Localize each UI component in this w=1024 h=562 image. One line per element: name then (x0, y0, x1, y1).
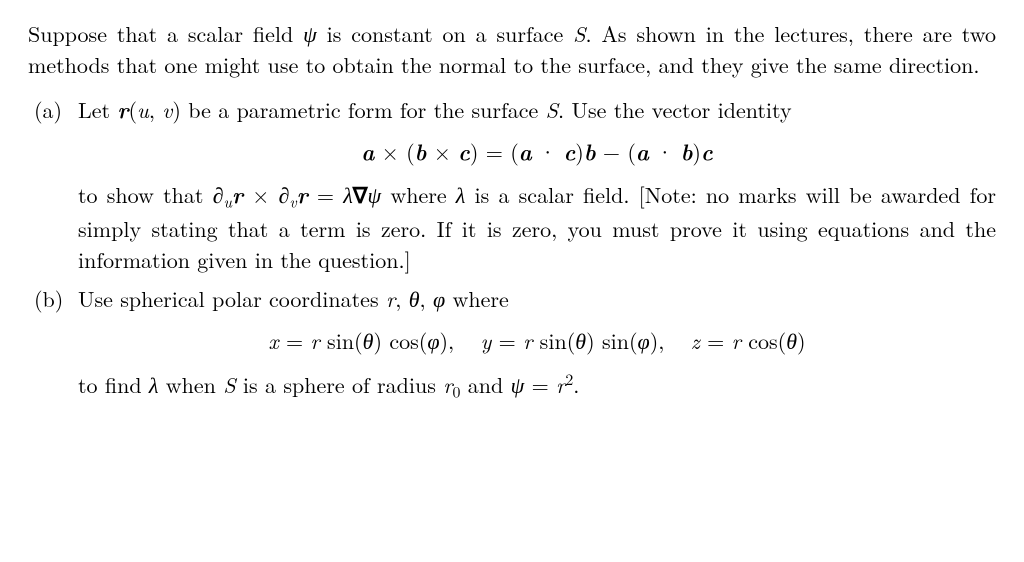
cos3: cos( (741, 325, 786, 356)
paren-open: ( (128, 94, 137, 125)
a-line1-1: Let (78, 94, 117, 125)
r3: r (732, 325, 741, 356)
nabla-icon: ∇ (353, 179, 368, 210)
vector-identity-equation: a × (b × c) = (a · c)b − (a · b)c (78, 136, 996, 167)
id-cl2: ) (575, 136, 584, 167)
vec-r-v: r (297, 178, 308, 210)
intro-text-1: Suppose that a scalar field (28, 18, 303, 49)
b-line1-2: where (445, 283, 509, 314)
coord-phi: φ (433, 283, 445, 314)
eq-b: = (524, 369, 556, 400)
x: x (268, 325, 278, 356)
psi-symbol: ψ (303, 18, 317, 49)
partial-u: ∂ (213, 179, 224, 210)
psi-b: ψ (511, 369, 525, 400)
cl2: ), (650, 325, 665, 356)
sub-v: v (289, 189, 296, 212)
intro-text-2: is constant on a surface (317, 18, 573, 49)
cp2: ) sin( (586, 325, 637, 356)
id-t1: × ( (374, 136, 414, 167)
sin1: sin( (320, 325, 363, 356)
a-line1-3: . Use the vector identity (558, 94, 792, 125)
part-b-label: (b) (28, 283, 78, 402)
S-b: S (223, 369, 235, 400)
vec-b: b (415, 135, 427, 167)
z: z (691, 325, 700, 356)
id-d1: · (532, 136, 564, 167)
r4: r (556, 369, 565, 400)
y: y (481, 325, 492, 356)
sub-u: u (224, 189, 233, 212)
ph1: φ (427, 325, 439, 356)
id-d2: · (649, 136, 681, 167)
var-v: v (162, 94, 172, 125)
eq-sign: = (308, 179, 343, 210)
eq3: = (700, 325, 732, 356)
vec-c: c (458, 135, 470, 167)
coord-r: r (386, 283, 395, 314)
eq2: = (491, 325, 523, 356)
b-line2-1: to find (78, 369, 149, 400)
vec-a3: a (636, 135, 649, 167)
cl1: ), (440, 325, 455, 356)
part-b: (b) Use spherical polar coordinates r, θ… (28, 283, 996, 402)
th2: θ (575, 325, 586, 356)
period: . (573, 369, 579, 400)
b-line1-1: Use spherical polar coordinates (78, 283, 386, 314)
a-line2-2: where (381, 179, 456, 210)
id-t2: × (426, 136, 458, 167)
paren-close: ) (172, 94, 181, 125)
a-line1-2: be a parametric form for the surface (181, 94, 546, 125)
id-cl: ) = ( (470, 136, 519, 167)
vec-r-u: r (232, 178, 243, 210)
id-minus: − ( (596, 136, 636, 167)
var-u: u (137, 94, 149, 125)
th1: θ (363, 325, 374, 356)
part-a-body: Let r(u, v) be a parametric form for the… (78, 94, 996, 275)
vec-a2: a (519, 135, 532, 167)
vec-b3: b (681, 135, 693, 167)
intro-paragraph: Suppose that a scalar field ψ is constan… (28, 18, 996, 80)
partial-v: ∂ (279, 179, 290, 210)
a-line2-1: to show that (78, 179, 213, 210)
part-a-label: (a) (28, 94, 78, 275)
lambda-b: λ (149, 369, 159, 400)
eq1: = (279, 325, 311, 356)
lambda-2: λ (456, 179, 466, 210)
b-line2-4: and (460, 369, 510, 400)
ph2: φ (638, 325, 650, 356)
vec-a: a (361, 135, 374, 167)
psi-a: ψ (367, 179, 381, 210)
comma: , (149, 94, 162, 125)
r1: r (310, 325, 319, 356)
th3: θ (786, 325, 797, 356)
vec-c2: c (564, 135, 576, 167)
vec-b2: b (584, 135, 596, 167)
b-line2-2: when (158, 369, 223, 400)
id-cl3: ) (692, 136, 701, 167)
c2: , (420, 283, 433, 314)
vector-r: r (117, 93, 128, 125)
sin2: sin( (532, 325, 575, 356)
surface-S: S (573, 18, 585, 49)
c1: , (395, 283, 408, 314)
page: Suppose that a scalar field ψ is constan… (0, 0, 1024, 562)
r0: r (443, 369, 452, 400)
cp1: ) cos( (373, 325, 427, 356)
r2: r (523, 325, 532, 356)
coord-theta: θ (409, 283, 420, 314)
b-line2-3: is a sphere of radius (236, 369, 444, 400)
spherical-coords-equation: x = r sin(θ) cos(φ),y = r sin(θ) sin(φ),… (78, 325, 996, 356)
cross-op: × (243, 179, 278, 210)
cl3: ) (797, 325, 806, 356)
part-b-body: Use spherical polar coordinates r, θ, φ … (78, 283, 996, 402)
vec-c3: c (701, 135, 713, 167)
surface-S-a: S (546, 94, 558, 125)
lambda: λ (343, 179, 353, 210)
part-a: (a) Let r(u, v) be a parametric form for… (28, 94, 996, 275)
